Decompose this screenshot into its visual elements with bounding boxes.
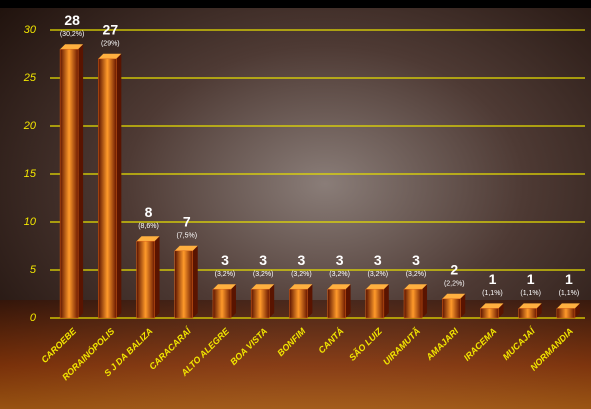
value-label: 3 [336, 252, 344, 268]
bar-top [518, 303, 542, 309]
bar-top [442, 293, 466, 299]
value-label: 3 [297, 252, 305, 268]
bar-top [60, 44, 84, 50]
value-label: 3 [221, 252, 229, 268]
bar [327, 288, 346, 319]
bar [136, 240, 155, 319]
bar-side [460, 293, 466, 318]
percent-label: (3,2%) [253, 271, 274, 278]
bar [289, 288, 308, 319]
percent-label: (7,5%) [176, 233, 197, 240]
bar-top [480, 303, 504, 309]
bar-side [78, 44, 84, 318]
bar-side [536, 303, 542, 318]
bar [442, 298, 461, 319]
bar [59, 48, 79, 319]
bar-top [289, 284, 313, 290]
bar-side [345, 284, 351, 318]
bar-side [307, 284, 313, 318]
y-tick-label: 5 [30, 264, 37, 276]
percent-label: (29%) [101, 41, 120, 48]
bar-top [174, 245, 198, 251]
value-label: 1 [565, 271, 573, 287]
bar-top [327, 284, 351, 290]
bar [403, 288, 423, 319]
y-tick-label: 30 [24, 24, 37, 36]
top-border [0, 0, 591, 8]
bar-top [556, 303, 580, 309]
percent-label: (30,2%) [60, 31, 85, 38]
y-tick-label: 0 [30, 312, 37, 324]
bar [556, 308, 576, 319]
percent-label: (1,1%) [482, 290, 503, 297]
bar-side [116, 53, 122, 319]
bar-top [251, 284, 275, 290]
bar-side [574, 303, 580, 318]
percent-label: (8,6%) [138, 223, 159, 230]
bar-side [498, 303, 504, 318]
percent-label: (2,2%) [444, 281, 465, 288]
bar [174, 250, 193, 319]
bar-side [383, 284, 389, 318]
bar-side [422, 284, 428, 318]
bar [365, 288, 385, 319]
bar [212, 288, 232, 319]
y-tick-label: 10 [24, 216, 37, 228]
value-label: 28 [64, 12, 80, 28]
percent-label: (1,1%) [520, 290, 541, 297]
percent-label: (3,2%) [406, 271, 427, 278]
bar-side [230, 284, 236, 318]
bar-top [212, 284, 236, 290]
y-tick-label: 20 [23, 120, 37, 132]
value-label: 3 [259, 252, 267, 268]
bar [250, 288, 270, 319]
bar-top [136, 236, 160, 242]
percent-label: (1,1%) [559, 290, 580, 297]
value-label: 1 [527, 271, 535, 287]
bar-top [404, 284, 428, 290]
value-label: 1 [489, 271, 497, 287]
percent-label: (3,2%) [368, 271, 389, 278]
y-tick-label: 15 [24, 168, 37, 180]
bar-side [192, 245, 198, 318]
y-tick-label: 25 [23, 72, 37, 84]
bar [518, 308, 537, 319]
value-label: 2 [450, 262, 458, 278]
bar-top [365, 284, 389, 290]
bar [480, 308, 499, 319]
bar-top [98, 53, 122, 59]
value-label: 3 [374, 252, 382, 268]
percent-label: (3,2%) [215, 271, 236, 278]
bar [98, 58, 117, 319]
percent-label: (3,2%) [329, 271, 350, 278]
value-label: 3 [412, 252, 420, 268]
value-label: 27 [103, 22, 119, 38]
value-label: 7 [183, 214, 191, 230]
bar-side [269, 284, 275, 318]
bar-side [154, 236, 160, 318]
percent-label: (3,2%) [291, 271, 312, 278]
value-label: 8 [145, 204, 153, 220]
